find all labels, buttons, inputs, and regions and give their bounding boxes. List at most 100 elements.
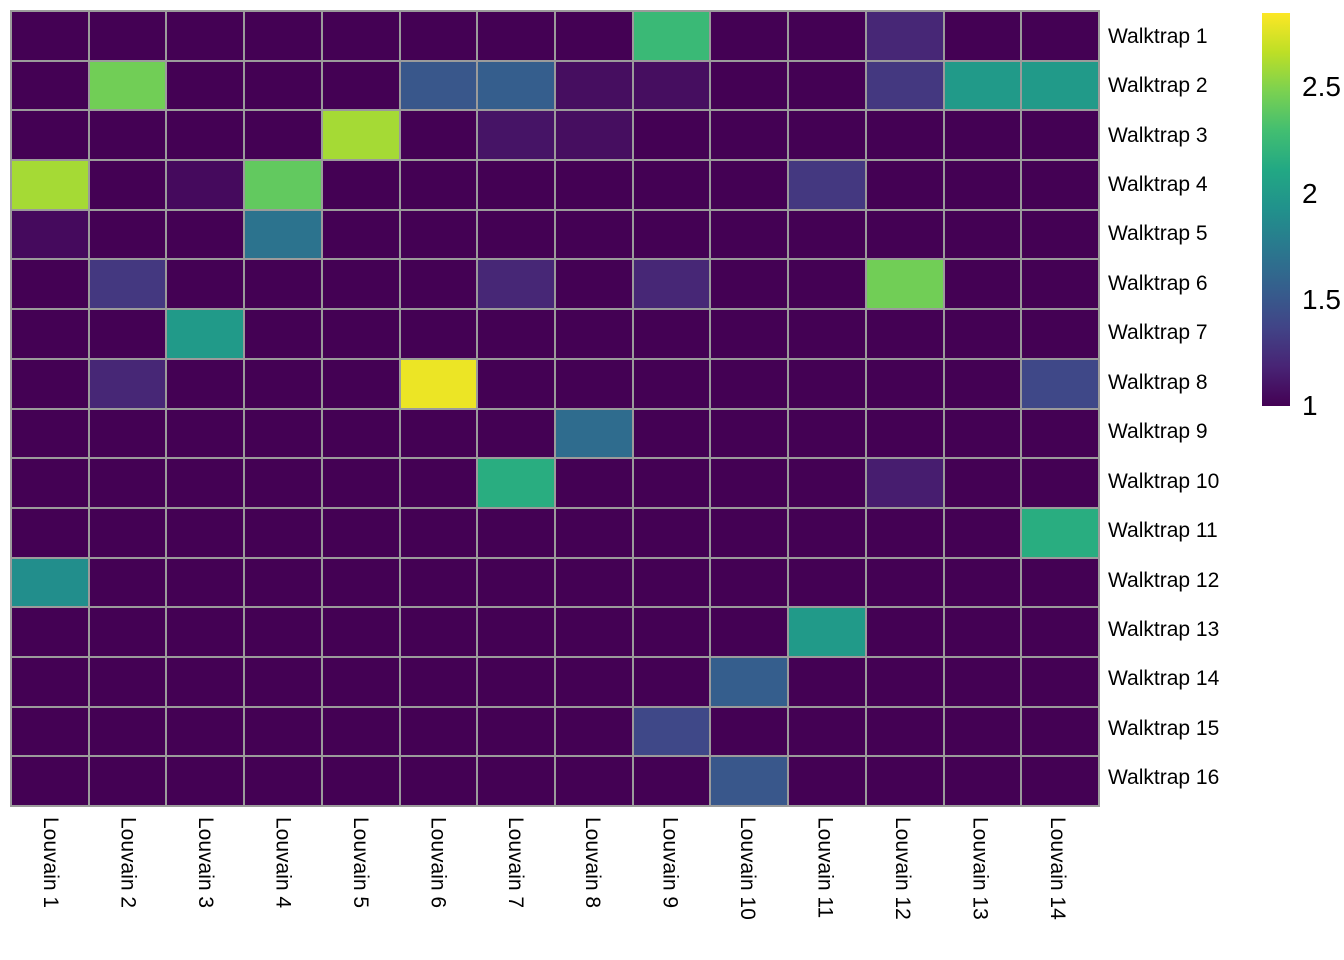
heatmap-cell xyxy=(866,260,943,309)
heatmap-cell xyxy=(789,111,865,160)
heatmap-cell xyxy=(89,61,166,110)
heatmap-cell xyxy=(245,111,321,160)
heatmap-cell xyxy=(245,409,321,458)
heatmap-cell xyxy=(12,310,88,358)
col-label: Louvain 10 xyxy=(736,817,760,920)
heatmap-cell xyxy=(711,707,788,756)
heatmap-cell xyxy=(167,210,244,259)
heatmap-cell xyxy=(89,359,166,408)
heatmap-cell xyxy=(167,707,244,756)
row-label: Walktrap 12 xyxy=(1108,568,1220,592)
heatmap-cell xyxy=(89,757,166,805)
heatmap-cell xyxy=(944,210,1021,259)
heatmap-cell xyxy=(711,459,788,507)
heatmap-cell xyxy=(711,409,788,458)
heatmap-cell xyxy=(944,558,1021,607)
col-label: Louvain 3 xyxy=(194,817,218,909)
row-label: Walktrap 13 xyxy=(1108,618,1220,642)
heatmap-cell xyxy=(1022,657,1098,706)
heatmap-cell xyxy=(89,508,166,557)
col-label: Louvain 4 xyxy=(271,817,295,909)
heatmap-cell xyxy=(322,508,399,557)
heatmap-cell xyxy=(789,260,865,309)
heatmap-cell xyxy=(322,558,399,607)
heatmap-cell xyxy=(400,61,477,110)
heatmap-cell xyxy=(478,608,554,656)
heatmap-cell xyxy=(711,260,788,309)
heatmap-cell xyxy=(400,558,477,607)
heatmap-cell xyxy=(789,508,865,557)
col-label: Louvain 2 xyxy=(116,817,140,909)
heatmap-cell xyxy=(167,558,244,607)
row-label: Walktrap 16 xyxy=(1108,766,1220,790)
heatmap-cell xyxy=(400,608,477,656)
row-label: Walktrap 2 xyxy=(1108,74,1208,98)
heatmap-cell xyxy=(12,61,88,110)
heatmap-cell xyxy=(478,210,554,259)
heatmap-cell xyxy=(167,409,244,458)
heatmap-cell xyxy=(711,608,788,656)
heatmap-cell xyxy=(866,310,943,358)
heatmap-cell xyxy=(711,161,788,209)
heatmap-cell xyxy=(633,210,710,259)
heatmap-cell xyxy=(789,459,865,507)
colorbar-tick-label: 2 xyxy=(1302,177,1318,209)
col-label: Louvain 14 xyxy=(1045,817,1069,920)
heatmap-cell xyxy=(1022,161,1098,209)
heatmap-cell xyxy=(400,707,477,756)
heatmap-cell xyxy=(789,707,865,756)
heatmap-cell xyxy=(167,757,244,805)
heatmap-cell xyxy=(12,12,88,60)
heatmap-cell xyxy=(711,111,788,160)
heatmap-cell xyxy=(556,707,632,756)
heatmap-cell xyxy=(12,608,88,656)
heatmap-cell xyxy=(167,608,244,656)
heatmap-cell xyxy=(245,12,321,60)
heatmap-cell xyxy=(1022,757,1098,805)
heatmap-cell xyxy=(1022,409,1098,458)
heatmap-cell xyxy=(322,757,399,805)
heatmap-cell xyxy=(478,657,554,706)
heatmap-cell xyxy=(322,12,399,60)
heatmap-cell xyxy=(556,508,632,557)
heatmap-cell xyxy=(245,310,321,358)
heatmap-cell xyxy=(12,757,88,805)
heatmap-cell xyxy=(12,111,88,160)
heatmap-cell xyxy=(245,459,321,507)
heatmap-cell xyxy=(711,657,788,706)
heatmap-cell xyxy=(1022,12,1098,60)
heatmap-cell xyxy=(944,757,1021,805)
heatmap-cell xyxy=(400,657,477,706)
colorbar xyxy=(1262,13,1290,406)
heatmap-cell xyxy=(400,409,477,458)
heatmap-cell xyxy=(400,310,477,358)
heatmap-cell xyxy=(478,508,554,557)
heatmap-cell xyxy=(556,111,632,160)
heatmap-cell xyxy=(167,359,244,408)
heatmap-cell xyxy=(89,608,166,656)
heatmap-cell xyxy=(400,508,477,557)
col-label: Louvain 7 xyxy=(503,817,527,909)
heatmap-cell xyxy=(400,260,477,309)
heatmap-cell xyxy=(944,409,1021,458)
heatmap-cell xyxy=(322,260,399,309)
heatmap-cell xyxy=(633,508,710,557)
heatmap-cell xyxy=(944,459,1021,507)
heatmap-cell xyxy=(245,508,321,557)
heatmap-cell xyxy=(89,657,166,706)
heatmap-cell xyxy=(400,161,477,209)
heatmap-cell xyxy=(556,608,632,656)
heatmap-cell xyxy=(400,459,477,507)
heatmap-cell xyxy=(478,111,554,160)
heatmap-cell xyxy=(556,61,632,110)
heatmap-cell xyxy=(478,359,554,408)
heatmap-cell xyxy=(167,161,244,209)
heatmap-cell xyxy=(89,210,166,259)
heatmap-cell xyxy=(633,260,710,309)
heatmap-grid xyxy=(10,10,1100,807)
heatmap-cell xyxy=(944,12,1021,60)
heatmap-cell xyxy=(944,310,1021,358)
heatmap-cell xyxy=(167,657,244,706)
heatmap-cell xyxy=(556,459,632,507)
heatmap-cell xyxy=(478,558,554,607)
